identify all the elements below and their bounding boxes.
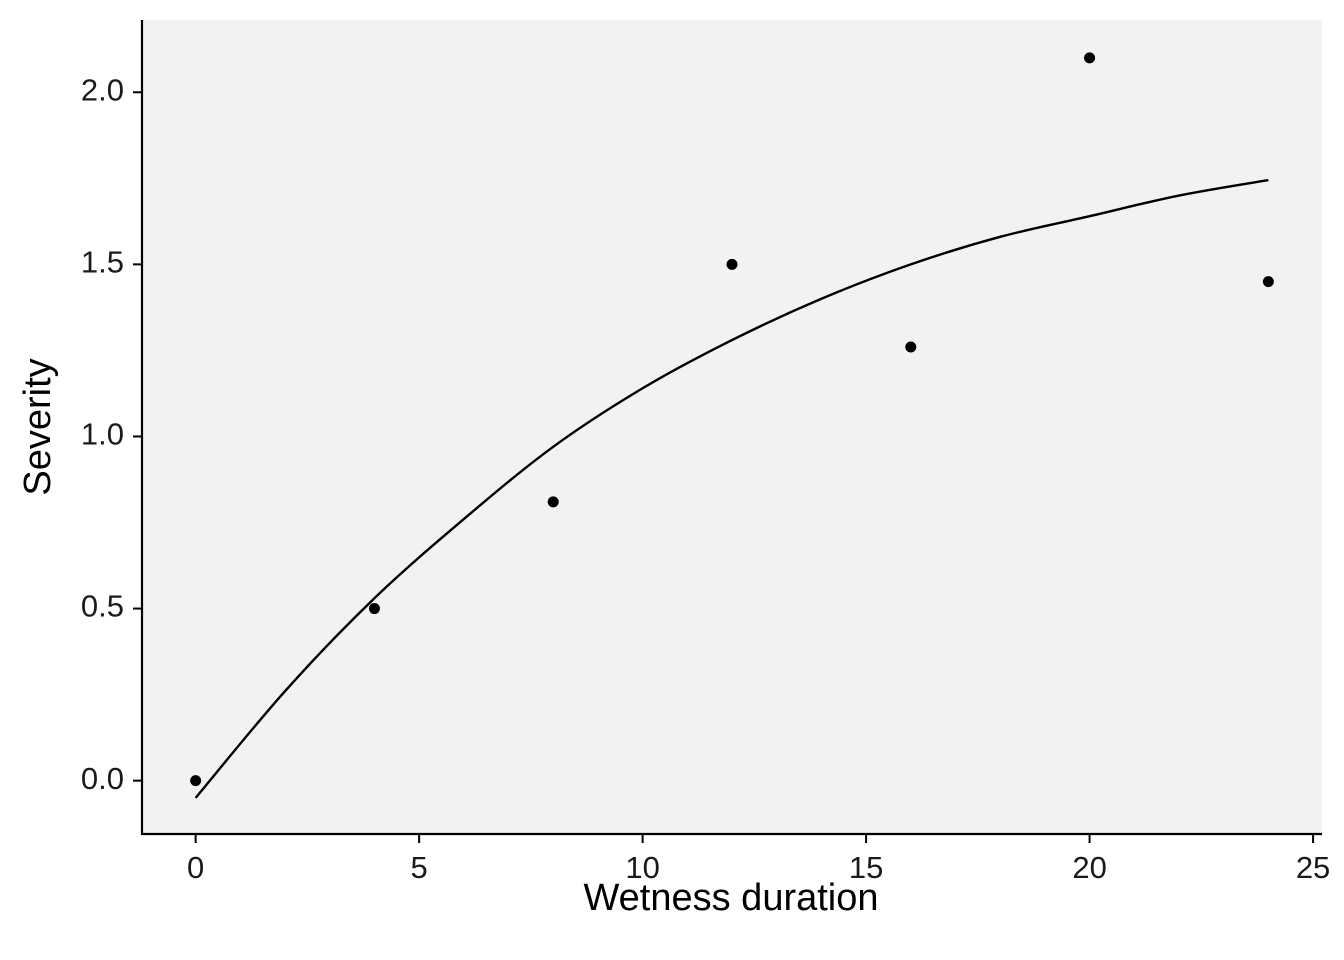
data-point: [905, 341, 917, 353]
x-tick-label: 10: [625, 850, 659, 885]
x-tick-label: 15: [849, 850, 883, 885]
y-tick-label: 1.0: [81, 417, 124, 452]
y-tick-label: 0.5: [81, 589, 124, 624]
x-tick-label: 0: [187, 850, 204, 885]
x-axis-ticks: 0 5 10 15 20 25: [187, 834, 1330, 885]
fitted-curve-layer: [194, 178, 1269, 799]
data-point: [726, 258, 738, 270]
y-tick-label: 1.5: [81, 245, 124, 280]
x-tick-label: 20: [1072, 850, 1106, 885]
x-tick-label: 25: [1296, 850, 1330, 885]
y-tick-label: 0.0: [81, 761, 124, 796]
fitted-curve-line: [194, 178, 1269, 799]
data-point: [1262, 276, 1274, 288]
x-tick-label: 5: [410, 850, 427, 885]
y-axis-ticks: 0.0 0.5 1.0 1.5 2.0: [81, 72, 142, 796]
data-point: [190, 775, 202, 787]
data-point: [547, 496, 559, 508]
data-points-layer: [190, 52, 1274, 787]
x-axis-title: Wetness duration: [583, 877, 878, 919]
y-tick-label: 2.0: [81, 72, 124, 107]
data-point: [368, 603, 380, 615]
plot-panel: [142, 20, 1322, 834]
data-point: [1084, 52, 1096, 64]
y-axis-title: Severity: [17, 358, 59, 495]
